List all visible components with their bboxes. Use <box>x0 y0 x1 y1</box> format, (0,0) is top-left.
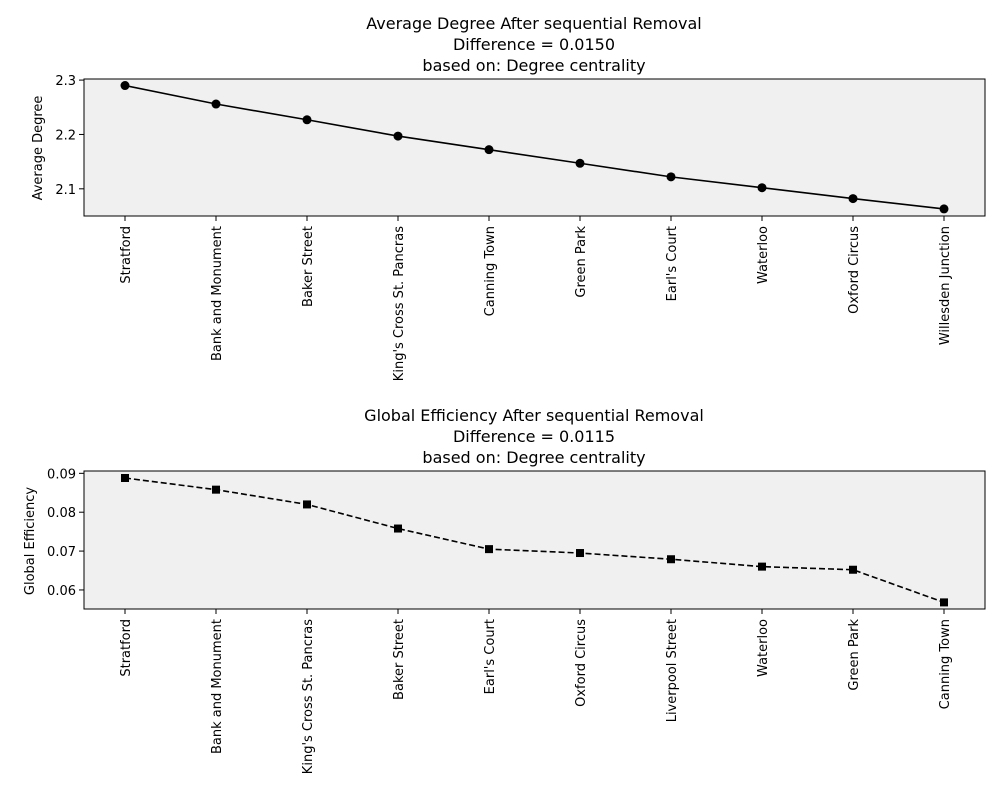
x-tick-label: Stratford <box>119 619 134 677</box>
data-point <box>576 549 584 558</box>
plot-area <box>83 470 986 610</box>
y-axis-label: Global Efficiency <box>23 487 38 596</box>
x-tick-label: Bank and Monument <box>210 619 225 754</box>
x-tick-label: King's Cross St. Pancras <box>301 619 316 774</box>
x-tick-label: Green Park <box>574 226 589 298</box>
data-point <box>121 473 129 482</box>
data-point <box>303 500 311 509</box>
x-tick-label: Green Park <box>847 619 862 691</box>
average-degree-chart: Average Degree After sequential Removal … <box>31 14 986 381</box>
plot-area <box>83 78 986 217</box>
x-tick-label: Bank and Monument <box>210 226 225 361</box>
x-tick-label: Stratford <box>119 226 134 284</box>
x-tick-label: Earl's Court <box>665 226 680 301</box>
data-point <box>484 145 494 155</box>
data-point <box>394 524 402 533</box>
data-point <box>575 158 585 168</box>
data-point <box>485 545 493 554</box>
data-point <box>666 172 676 182</box>
y-tick-label: 0.08 <box>47 506 76 521</box>
x-tick-label: Canning Town <box>483 226 498 316</box>
data-point <box>939 204 949 214</box>
chart-title-line-1: Average Degree After sequential Removal <box>366 14 701 33</box>
data-point <box>302 115 312 125</box>
chart-title-line-3: based on: Degree centrality <box>422 56 645 75</box>
x-tick-label: Earl's Court <box>483 619 498 694</box>
y-tick-label: 2.3 <box>55 74 76 89</box>
x-tick-label: Baker Street <box>392 619 407 700</box>
x-tick-label: Baker Street <box>301 226 316 307</box>
x-tick-label: Willesden Junction <box>938 226 953 345</box>
x-tick-label: Liverpool Street <box>665 619 680 722</box>
x-tick-label: Waterloo <box>756 619 771 677</box>
chart-title-line-1: Global Efficiency After sequential Remov… <box>364 406 704 425</box>
data-point <box>393 131 403 141</box>
series-line <box>124 477 945 604</box>
data-point <box>212 485 220 494</box>
y-tick-label: 0.07 <box>47 545 76 560</box>
series-line <box>124 84 945 210</box>
data-point <box>757 183 767 193</box>
x-tick-label: Oxford Circus <box>574 619 589 707</box>
data-point <box>849 565 857 574</box>
data-point <box>758 562 766 571</box>
data-point <box>667 555 675 564</box>
y-tick-label: 0.09 <box>47 467 76 482</box>
y-axis-label: Average Degree <box>31 96 46 201</box>
data-point <box>940 598 948 607</box>
x-tick-label: Waterloo <box>756 226 771 284</box>
global-efficiency-chart: Global Efficiency After sequential Remov… <box>23 406 986 774</box>
data-point <box>120 81 130 91</box>
y-tick-label: 2.2 <box>55 128 76 143</box>
data-point <box>211 99 221 109</box>
x-tick-label: King's Cross St. Pancras <box>392 226 407 381</box>
y-tick-label: 0.06 <box>47 584 76 599</box>
x-tick-label: Oxford Circus <box>847 226 862 314</box>
y-tick-label: 2.1 <box>55 183 76 198</box>
chart-title-line-2: Difference = 0.0115 <box>453 427 615 446</box>
x-tick-label: Canning Town <box>938 619 953 709</box>
data-point <box>848 194 858 204</box>
chart-title-line-3: based on: Degree centrality <box>422 448 645 467</box>
chart-title-line-2: Difference = 0.0150 <box>453 35 615 54</box>
